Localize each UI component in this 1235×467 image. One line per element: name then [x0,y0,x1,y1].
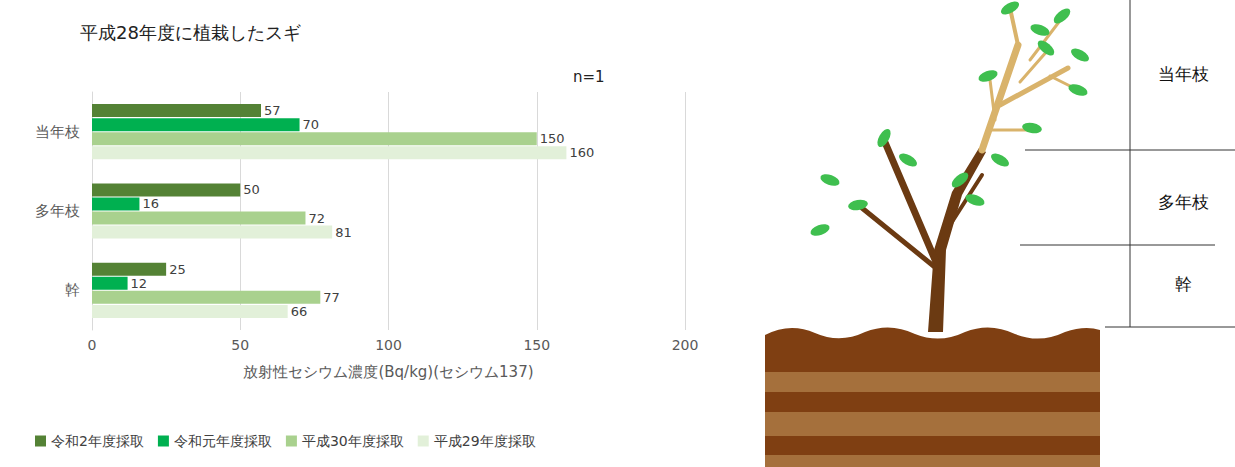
svg-text:150: 150 [523,337,550,353]
svg-text:令和2年度採取: 令和2年度採取 [51,433,144,449]
svg-text:50: 50 [231,337,249,353]
svg-text:多年枝: 多年枝 [35,202,80,220]
svg-text:平成28年度に植栽したスギ: 平成28年度に植栽したスギ [80,22,301,43]
svg-text:多年枝: 多年枝 [1158,192,1209,212]
svg-text:70: 70 [303,117,320,132]
svg-text:81: 81 [335,225,352,240]
svg-text:0: 0 [88,337,97,353]
svg-text:160: 160 [569,145,594,160]
svg-text:幹: 幹 [1175,274,1192,294]
svg-text:57: 57 [264,103,281,118]
svg-text:平成30年度採取: 平成30年度採取 [302,433,404,449]
svg-text:当年枝: 当年枝 [1158,64,1209,84]
svg-text:12: 12 [131,276,148,291]
svg-text:令和元年度採取: 令和元年度採取 [174,433,272,449]
svg-text:幹: 幹 [65,281,80,299]
svg-text:77: 77 [323,290,340,305]
svg-text:n=1: n=1 [573,68,605,86]
svg-text:平成29年度採取: 平成29年度採取 [434,433,536,449]
svg-text:25: 25 [169,262,186,277]
svg-text:200: 200 [672,337,699,353]
svg-text:100: 100 [375,337,402,353]
svg-text:当年枝: 当年枝 [35,123,80,141]
svg-text:16: 16 [142,196,159,211]
svg-text:50: 50 [243,182,260,197]
svg-text:放射性セシウム濃度(Bq/kg)(セシウム137): 放射性セシウム濃度(Bq/kg)(セシウム137) [243,363,533,381]
svg-text:66: 66 [291,304,308,319]
svg-text:72: 72 [308,211,325,226]
svg-text:150: 150 [540,131,565,146]
